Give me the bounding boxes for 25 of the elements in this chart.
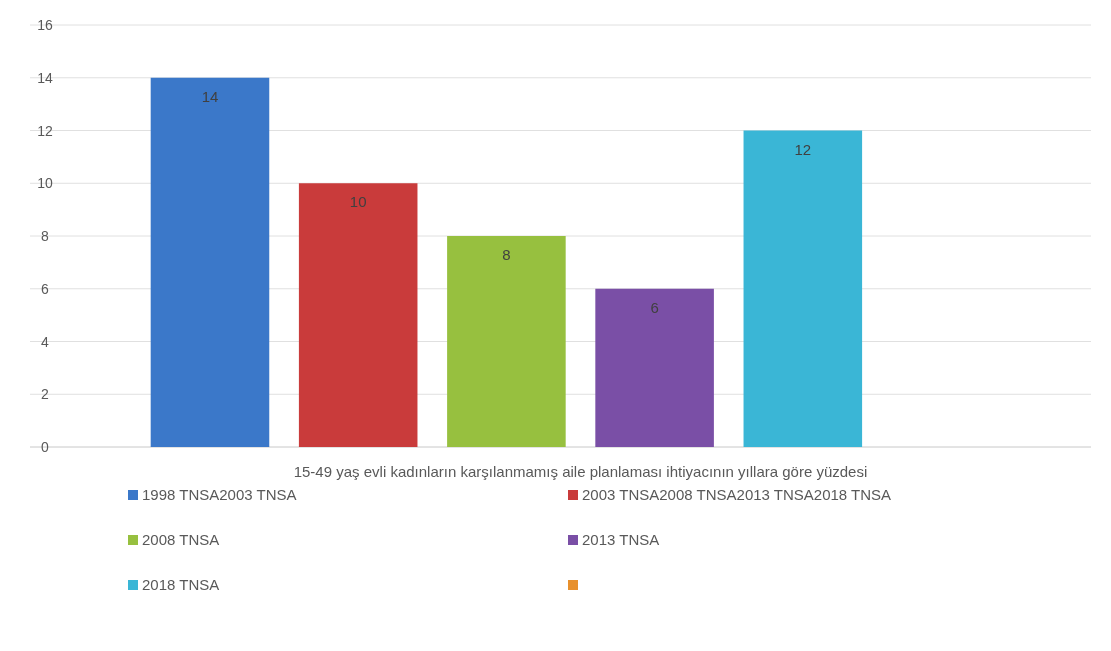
- bar: [595, 288, 714, 447]
- legend-label: 1998 TNSA2003 TNSA: [142, 486, 297, 503]
- y-tick-label: 16: [37, 17, 53, 33]
- y-tick-label: 0: [41, 439, 50, 455]
- bar: [150, 77, 270, 447]
- data-label: 10: [349, 193, 367, 211]
- data-label: 6: [650, 298, 659, 316]
- y-tick-label: 10: [37, 175, 53, 192]
- y-tick-label: 6: [41, 280, 50, 297]
- legend-label: 2018 TNSA: [142, 576, 220, 593]
- data-label: 8: [502, 246, 511, 263]
- legend-label: 2008 TNSA: [142, 531, 220, 548]
- data-label: 14: [201, 87, 219, 105]
- legend-label: 2003 TNSA2008 TNSA2013 TNSA2018 TNSA: [582, 486, 892, 503]
- legend-label: 2013 TNSA: [582, 531, 660, 548]
- y-tick-label: 2: [41, 386, 50, 403]
- bar: [298, 183, 418, 447]
- y-tick-label: 8: [41, 228, 50, 244]
- y-tick-label: 12: [37, 122, 53, 139]
- data-label: 12: [794, 140, 812, 158]
- bar: [447, 236, 566, 447]
- y-tick-label: 4: [41, 333, 50, 350]
- x-tick-label: 15-49 yaş evli kadınların karşılanmamış aile planlaması ihtiyacının yıllara göre yüzdesi: [293, 463, 868, 480]
- bar: [743, 130, 863, 447]
- y-tick-label: 14: [37, 69, 53, 86]
